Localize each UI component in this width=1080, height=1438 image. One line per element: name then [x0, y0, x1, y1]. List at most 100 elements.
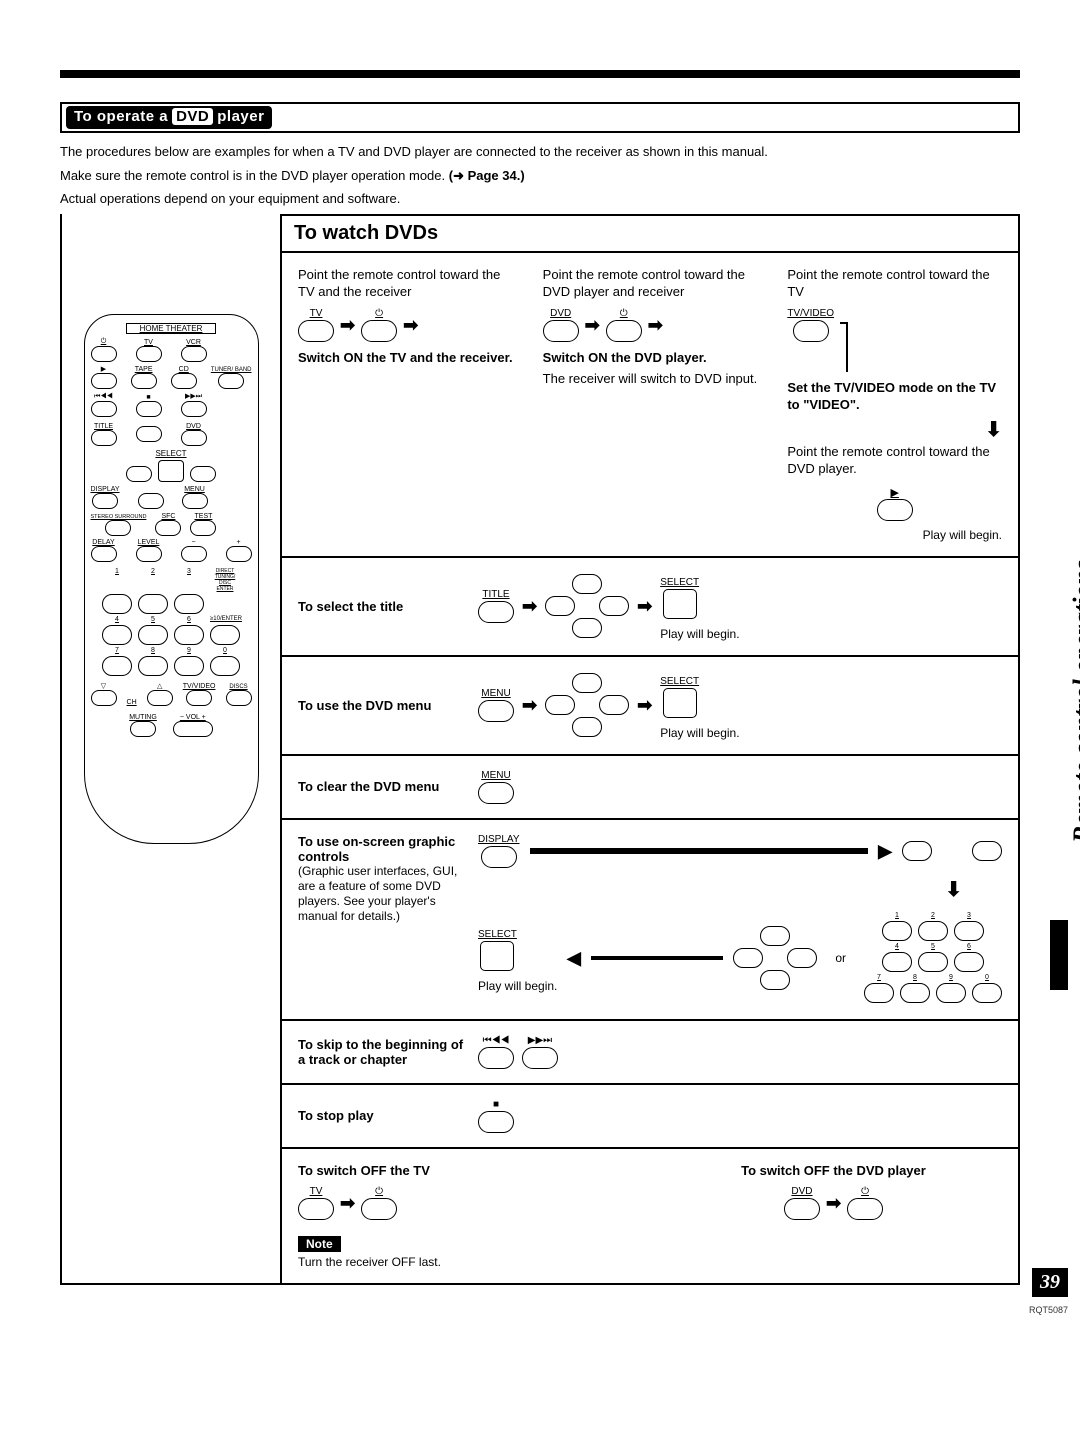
off-tv-btn-label: TV	[310, 1186, 323, 1197]
arrow-icon: ➡	[648, 316, 663, 334]
remote-stereo-btn	[105, 520, 131, 536]
kp6	[174, 625, 204, 645]
play-button-icon	[877, 499, 913, 521]
remote-delay-btn	[91, 546, 117, 562]
remote-chdn-lbl: ▽	[101, 682, 106, 690]
arrow-down-icon2: ⬇	[945, 880, 962, 900]
select-title-block: To select the title TITLE ➡ ➡ SELECT Pla…	[282, 558, 1018, 657]
remote-vol-lbl: − VOL +	[180, 714, 206, 721]
remote-menu-btn	[182, 493, 208, 509]
arrow-icon: ➡	[340, 1194, 355, 1212]
gkpb1	[882, 921, 912, 941]
step1-col3-text2: Point the remote control toward the DVD …	[787, 444, 1002, 478]
title-button-icon	[478, 601, 514, 623]
section-title-part1: To operate a	[74, 108, 168, 125]
skip-label: To skip to the beginning of a track or c…	[298, 1037, 478, 1067]
remote-sfc-btn	[155, 520, 181, 536]
remote-dvd-lbl: DVD	[186, 423, 201, 430]
power-btn-label: ⏻	[375, 308, 383, 319]
remote-delay-lbl: DELAY	[92, 539, 114, 546]
remote-minus-btn	[181, 546, 207, 562]
next-button-icon	[522, 1047, 558, 1069]
kp-enter	[210, 625, 240, 645]
remote-discs-btn	[226, 690, 252, 706]
play-begin-text4: Play will begin.	[478, 979, 557, 993]
stop-block: To stop play ■	[282, 1085, 1018, 1149]
off-pwr-btn-label: ⏻	[375, 1186, 383, 1197]
kp0-lbl: 0	[210, 647, 240, 654]
dvd-btn-label: DVD	[550, 308, 571, 319]
select-title-label: To select the title	[298, 599, 478, 614]
stop-sym-label: ■	[493, 1099, 499, 1110]
select-button-icon3	[480, 941, 514, 971]
gui-label-sub: (Graphic user interfaces, GUI, are a fea…	[298, 864, 468, 924]
menu-button-icon	[478, 700, 514, 722]
gkp5: 5	[918, 943, 948, 950]
arrow-left-icon: ▶	[567, 949, 581, 967]
kp8	[138, 656, 168, 676]
side-black-block	[1050, 920, 1068, 990]
next-btn-label: ▶▶⏭	[528, 1035, 552, 1046]
gui-label-bold: To use on-screen graphic controls	[298, 834, 455, 864]
step1-col1-bold: Switch ON the TV and the receiver.	[298, 350, 513, 367]
remote-select-lbl: SELECT	[91, 449, 252, 458]
skip-block: To skip to the beginning of a track or c…	[282, 1021, 1018, 1085]
remote-vcr-btn	[181, 346, 207, 362]
section-title-part3: player	[217, 108, 264, 125]
step1-col2-bold: Switch ON the DVD player.	[543, 350, 758, 367]
menu-btn-label2: MENU	[481, 770, 510, 781]
off-pwr-btn-label2: ⏻	[861, 1186, 869, 1197]
remote-control-diagram: HOME THEATER ⏻ TV VCR ▶ TAPE CD TUNER/ B…	[84, 314, 259, 844]
remote-tvvideo-lbl: TV/VIDEO	[183, 683, 216, 690]
gkp9: 9	[936, 974, 966, 981]
clear-menu-label: To clear the DVD menu	[298, 779, 478, 794]
gkp0: 0	[972, 974, 1002, 981]
kp3	[174, 594, 204, 614]
prev-button-icon	[478, 1047, 514, 1069]
remote-tv-lbl: TV	[144, 339, 153, 346]
tvvideo-button-icon	[793, 320, 829, 342]
remote-title-lbl: TITLE	[94, 423, 113, 430]
play-begin-text: Play will begin.	[787, 528, 1002, 542]
off-tv-button-icon	[298, 1198, 334, 1220]
remote-plus-lbl: +	[236, 539, 240, 546]
remote-tvvideo-btn	[186, 690, 212, 706]
kp3-lbl: 3	[174, 568, 204, 592]
tv-button-icon	[298, 320, 334, 342]
remote-chdn-btn	[91, 690, 117, 706]
kp2-lbl: 2	[138, 568, 168, 592]
intro-line2b: (➜ Page 34.)	[449, 168, 525, 183]
remote-vcr-lbl: VCR	[186, 339, 201, 346]
remote-tuner-btn	[218, 373, 244, 389]
display-btn-label: DISPLAY	[478, 834, 520, 845]
remote-cd-btn	[171, 373, 197, 389]
gkp2: 2	[918, 912, 948, 919]
remote-up-btn	[136, 426, 162, 442]
remote-plus-btn	[226, 546, 252, 562]
step-col-tv: Point the remote control toward the TV a…	[298, 267, 513, 542]
remote-sfc-lbl: SFC	[161, 513, 175, 520]
or-text: or	[835, 951, 846, 965]
select-button-icon2	[663, 688, 697, 718]
gkp3: 3	[954, 912, 984, 919]
remote-tv-btn	[136, 346, 162, 362]
remote-select-btn	[158, 460, 184, 482]
side-tab: Remote control operations	[1068, 560, 1080, 843]
kp8-lbl: 8	[138, 647, 168, 654]
gkpb9	[936, 983, 966, 1003]
gkp8: 8	[900, 974, 930, 981]
arrow-icon: ➡	[522, 696, 537, 714]
main-layout: HOME THEATER ⏻ TV VCR ▶ TAPE CD TUNER/ B…	[60, 214, 1020, 1285]
step-col-dvd: Point the remote control toward the DVD …	[543, 267, 758, 542]
gui-flow: DISPLAY ▶ ⬇ SELECT Play will begin.	[478, 834, 1002, 1005]
remote-prev-btn	[91, 401, 117, 417]
step1-col1-text: Point the remote control toward the TV a…	[298, 267, 513, 301]
remote-tape-lbl: TAPE	[135, 366, 153, 373]
select-button-icon	[663, 589, 697, 619]
select-btn-label: SELECT	[660, 577, 699, 588]
kp5	[138, 625, 168, 645]
remote-vol-btn	[173, 721, 213, 737]
kp1-lbl: 1	[102, 568, 132, 592]
remote-pwr-lbl: ⏻	[101, 338, 107, 346]
gkpb6	[954, 952, 984, 972]
